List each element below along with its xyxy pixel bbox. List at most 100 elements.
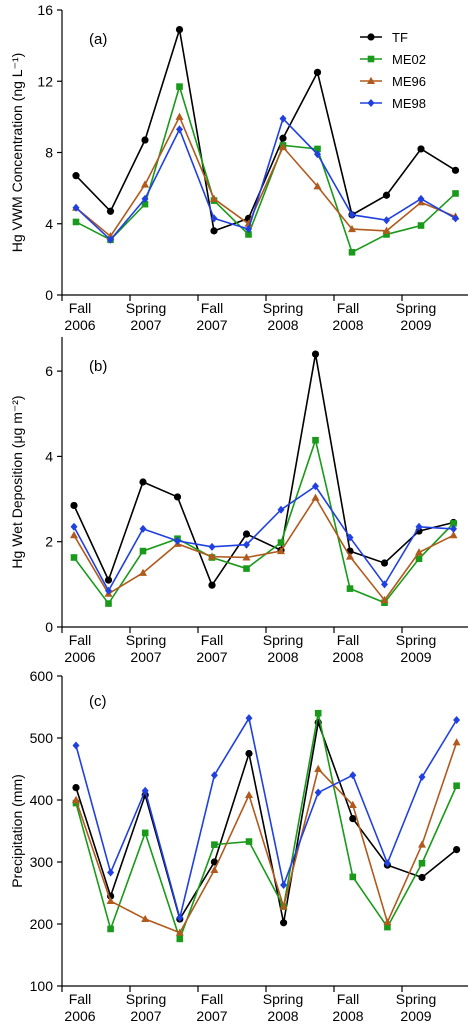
data-point bbox=[245, 838, 253, 845]
data-point bbox=[349, 815, 357, 823]
data-point bbox=[346, 533, 354, 542]
data-point bbox=[349, 873, 357, 881]
legend-label: TF bbox=[392, 30, 408, 45]
x-tick-label-season: Spring bbox=[126, 991, 166, 1007]
x-tick-label-year: 2006 bbox=[64, 649, 95, 665]
panel-label: (c) bbox=[89, 693, 107, 710]
legend: TF ME02 ME96 ME98 bbox=[360, 30, 426, 111]
legend-label: ME02 bbox=[392, 52, 426, 67]
data-point bbox=[72, 784, 80, 792]
data-point bbox=[314, 709, 322, 717]
data-point bbox=[176, 935, 184, 943]
series-me98 bbox=[72, 714, 461, 922]
data-point bbox=[141, 136, 149, 144]
data-point bbox=[106, 207, 115, 215]
data-point bbox=[141, 180, 149, 188]
data-point bbox=[277, 505, 285, 514]
data-point bbox=[208, 542, 216, 551]
x-tick-label-season: Spring bbox=[126, 632, 166, 648]
x-tick-label-year: 2006 bbox=[64, 1008, 95, 1024]
series-me02 bbox=[72, 709, 460, 943]
data-point bbox=[277, 539, 285, 546]
legend-marker bbox=[367, 55, 375, 63]
x-tick-label-year: 2009 bbox=[400, 649, 431, 665]
data-point bbox=[418, 859, 426, 867]
data-point bbox=[139, 524, 147, 533]
data-point bbox=[72, 799, 80, 807]
x-tick-label-year: 2007 bbox=[196, 1008, 227, 1024]
x-tick-label-season: Fall bbox=[69, 632, 92, 648]
data-point bbox=[384, 923, 391, 931]
data-point bbox=[245, 714, 253, 723]
data-point bbox=[313, 68, 322, 76]
x-tick-label-year: 2007 bbox=[130, 317, 161, 333]
y-tick-label: 12 bbox=[37, 73, 53, 89]
data-point bbox=[176, 125, 183, 134]
x-tick-label-year: 2008 bbox=[267, 317, 298, 333]
data-point bbox=[245, 790, 253, 799]
data-point bbox=[106, 896, 115, 905]
data-point bbox=[107, 235, 114, 244]
legend-label: ME96 bbox=[392, 74, 426, 89]
y-tick-label: 300 bbox=[30, 854, 54, 870]
x-tick-label-year: 2006 bbox=[64, 317, 95, 333]
y-tick-label: 6 bbox=[45, 363, 53, 379]
data-point bbox=[107, 925, 114, 933]
data-point bbox=[70, 554, 78, 561]
data-point bbox=[210, 771, 218, 780]
data-point bbox=[346, 585, 354, 592]
data-point bbox=[380, 595, 389, 604]
data-point bbox=[72, 172, 80, 180]
data-point bbox=[208, 552, 216, 560]
data-point bbox=[415, 555, 423, 563]
chart-panel-3: 100200300400500600Fall2006Spring2007Fall… bbox=[9, 668, 468, 1024]
data-point bbox=[349, 771, 357, 780]
data-point bbox=[415, 522, 423, 531]
data-point bbox=[280, 880, 288, 889]
data-point bbox=[210, 227, 218, 235]
data-point bbox=[311, 350, 320, 358]
series-me96 bbox=[72, 738, 461, 936]
data-point bbox=[451, 166, 460, 174]
x-tick-label-year: 2007 bbox=[196, 317, 227, 333]
data-point bbox=[348, 210, 356, 219]
data-point bbox=[311, 493, 320, 501]
x-tick-label-year: 2007 bbox=[130, 649, 161, 665]
y-tick-label: 16 bbox=[37, 2, 53, 18]
data-point bbox=[242, 530, 251, 538]
x-tick-label-season: Fall bbox=[69, 300, 92, 316]
chart-panels: 0481216Fall2006Spring2007Fall2007Spring2… bbox=[9, 2, 468, 1024]
data-point bbox=[105, 586, 112, 595]
data-point bbox=[139, 547, 147, 555]
data-point bbox=[383, 216, 390, 225]
data-point bbox=[72, 741, 80, 750]
y-tick-label: 4 bbox=[45, 216, 53, 232]
data-point bbox=[211, 841, 218, 848]
y-tick-label: 100 bbox=[30, 978, 54, 994]
y-tick-label: 400 bbox=[30, 792, 54, 808]
data-point bbox=[417, 145, 425, 153]
y-tick-label: 0 bbox=[45, 619, 53, 635]
series-line bbox=[75, 719, 458, 923]
series-line bbox=[75, 742, 458, 934]
series-tf bbox=[72, 718, 461, 927]
data-point bbox=[243, 565, 250, 572]
data-point bbox=[70, 522, 78, 531]
data-point bbox=[348, 248, 356, 256]
data-point bbox=[312, 436, 319, 444]
data-point bbox=[176, 913, 184, 922]
legend-marker bbox=[367, 76, 375, 84]
x-tick-label-year: 2009 bbox=[400, 317, 431, 333]
data-point bbox=[346, 552, 354, 560]
data-point bbox=[141, 194, 149, 203]
legend-marker bbox=[367, 99, 375, 107]
x-tick-label-season: Spring bbox=[263, 632, 303, 648]
data-point bbox=[280, 919, 288, 927]
x-tick-label-year: 2008 bbox=[332, 1008, 363, 1024]
y-tick-label: 2 bbox=[45, 534, 53, 550]
data-point bbox=[279, 134, 287, 142]
data-point bbox=[452, 190, 459, 197]
series-line bbox=[73, 485, 454, 593]
data-point bbox=[210, 865, 219, 874]
data-point bbox=[381, 580, 388, 589]
